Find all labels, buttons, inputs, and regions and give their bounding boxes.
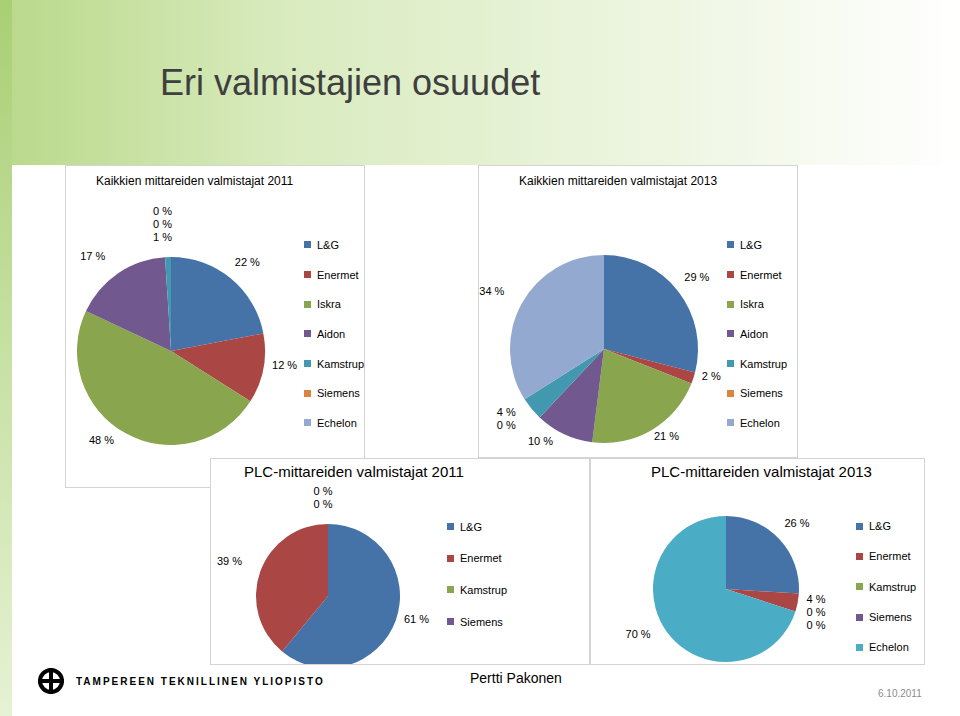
- svg-text:10 %: 10 %: [528, 435, 553, 447]
- svg-text:0 %: 0 %: [153, 218, 172, 230]
- html-text:Siemens: Siemens: [740, 387, 783, 400]
- html-text:Kaikkien mittareiden valmistaj: Kaikkien mittareiden valmistajat 2011: [96, 174, 294, 188]
- html-text:Kamstrup: Kamstrup: [460, 584, 508, 596]
- svg-text:1 %: 1 %: [153, 231, 172, 243]
- svg-text:39 %: 39 %: [217, 555, 242, 567]
- html-text:Iskra: Iskra: [740, 298, 764, 311]
- svg-text:0 %: 0 %: [314, 498, 333, 510]
- html-text:Kamstrup: Kamstrup: [740, 357, 788, 370]
- html-text:Enermet: Enermet: [317, 268, 359, 281]
- svg-text:0 %: 0 %: [314, 485, 333, 497]
- html-text:Kaikkien mittareiden valmistaj: Kaikkien mittareiden valmistajat 2013: [519, 174, 718, 188]
- svg-text:26 %: 26 %: [784, 517, 809, 529]
- html-text:Echelon: Echelon: [740, 417, 780, 429]
- svg-text:4 %: 4 %: [806, 593, 825, 605]
- html-text:Siemens: Siemens: [869, 611, 912, 623]
- html-text:Echelon: Echelon: [869, 641, 909, 654]
- html-text:Aidon: Aidon: [740, 327, 769, 340]
- svg-text:29 %: 29 %: [684, 271, 709, 283]
- html-text:Aidon: Aidon: [317, 327, 346, 340]
- html-text:Siemens: Siemens: [460, 615, 503, 628]
- html-text:TAMPEREEN TEKNILLINEN YLIOPIST: TAMPEREEN TEKNILLINEN YLIOPISTO: [76, 676, 325, 687]
- svg-text:2 %: 2 %: [702, 370, 721, 382]
- html-text:Enermet: Enermet: [460, 552, 502, 565]
- html-text:Iskra: Iskra: [317, 298, 341, 311]
- html-text:Kamstrup: Kamstrup: [869, 580, 917, 593]
- html-text:Siemens: Siemens: [317, 387, 360, 400]
- svg-text:70 %: 70 %: [626, 628, 651, 640]
- svg-text:4 %: 4 %: [497, 406, 516, 418]
- svg-text:17 %: 17 %: [80, 250, 105, 262]
- html-text:L&G: L&G: [740, 238, 762, 251]
- svg-text:0 %: 0 %: [497, 419, 516, 431]
- html-text:PLC-mittareiden valmistajat 20: PLC-mittareiden valmistajat 2011: [244, 463, 464, 480]
- svg-text:0 %: 0 %: [153, 205, 172, 217]
- html-text:Echelon: Echelon: [317, 417, 357, 429]
- html-text:PLC-mittareiden valmistajat 20: PLC-mittareiden valmistajat 2013: [651, 463, 872, 480]
- html-text:L&G: L&G: [869, 520, 891, 533]
- html-text:L&G: L&G: [460, 520, 482, 533]
- svg-text:34 %: 34 %: [479, 285, 504, 297]
- svg-text:12 %: 12 %: [272, 359, 297, 371]
- svg-text:0 %: 0 %: [806, 619, 825, 631]
- html-text:Kamstrup: Kamstrup: [317, 357, 365, 370]
- html-text:Enermet: Enermet: [869, 550, 911, 563]
- html-text:Eri valmistajien osuudet: Eri valmistajien osuudet: [160, 62, 541, 103]
- html-text:6.10.2011: 6.10.2011: [878, 688, 922, 699]
- svg-text:48 %: 48 %: [89, 434, 114, 446]
- svg-text:22 %: 22 %: [235, 256, 260, 268]
- html-text:Enermet: Enermet: [740, 268, 782, 281]
- svg-text:61 %: 61 %: [404, 613, 429, 625]
- svg-text:21 %: 21 %: [654, 430, 679, 442]
- svg-text:0 %: 0 %: [806, 606, 825, 618]
- html-text:Pertti Pakonen: Pertti Pakonen: [470, 670, 562, 686]
- html-text:L&G: L&G: [317, 238, 339, 251]
